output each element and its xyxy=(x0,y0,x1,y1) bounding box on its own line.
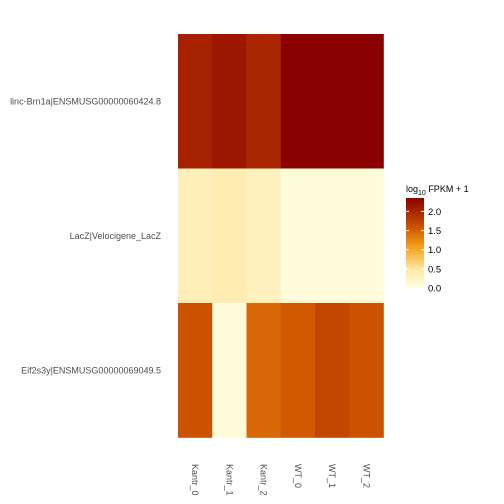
heatmap-cell xyxy=(315,168,350,304)
legend-ticks: 0.0 0.5 1.0 1.5 2.0 xyxy=(406,207,441,295)
heatmap-cell xyxy=(315,34,350,169)
heatmap-cell xyxy=(246,34,282,169)
heatmap-cell xyxy=(212,168,247,304)
legend-tick-label: 1.0 xyxy=(428,245,441,256)
heatmap-cells xyxy=(178,34,384,438)
heatmap-cell xyxy=(349,168,384,304)
column-labels: Kantr_0 Kantr_1 Kantr_2 WT_0 WT_1 WT_2 xyxy=(190,464,371,496)
heatmap-cell xyxy=(280,303,316,438)
row-label: LacZ|Velocigene_LacZ xyxy=(70,231,162,241)
heatmap-cell xyxy=(178,303,213,438)
legend-tick-label: 1.5 xyxy=(428,226,441,237)
color-legend: log10 FPKM + 1 0.0 0.5 1.0 1.5 2.0 xyxy=(406,184,469,295)
heatmap-cell xyxy=(315,303,350,438)
legend-title: log10 FPKM + 1 xyxy=(406,184,469,197)
heatmap-cell xyxy=(349,34,384,169)
heatmap-cell xyxy=(212,34,247,169)
heatmap-cell xyxy=(280,168,316,304)
legend-color-bar xyxy=(406,198,424,288)
row-labels: linc-Brn1a|ENSMUSG00000060424.8 LacZ|Velo… xyxy=(10,96,161,375)
column-label: Kantr_1 xyxy=(224,464,234,496)
legend-tick-label: 0.0 xyxy=(428,284,441,295)
heatmap-cell xyxy=(178,168,213,304)
heatmap-cell xyxy=(246,303,282,438)
column-label: WT_1 xyxy=(327,464,337,488)
legend-tick-label: 2.0 xyxy=(428,207,441,218)
heatmap-cell xyxy=(212,303,247,438)
heatmap-cell xyxy=(280,34,316,169)
heatmap-cell xyxy=(349,303,384,438)
column-label: Kantr_0 xyxy=(190,464,200,496)
heatmap-cell xyxy=(246,168,282,304)
column-label: Kantr_2 xyxy=(259,464,269,496)
column-label: WT_2 xyxy=(361,464,371,488)
legend-tick-label: 0.5 xyxy=(428,264,441,275)
row-label: Eif2s3y|ENSMUSG00000069049.5 xyxy=(21,365,161,375)
heatmap-cell xyxy=(178,34,213,169)
row-label: linc-Brn1a|ENSMUSG00000060424.8 xyxy=(10,96,161,106)
column-label: WT_0 xyxy=(293,464,303,488)
